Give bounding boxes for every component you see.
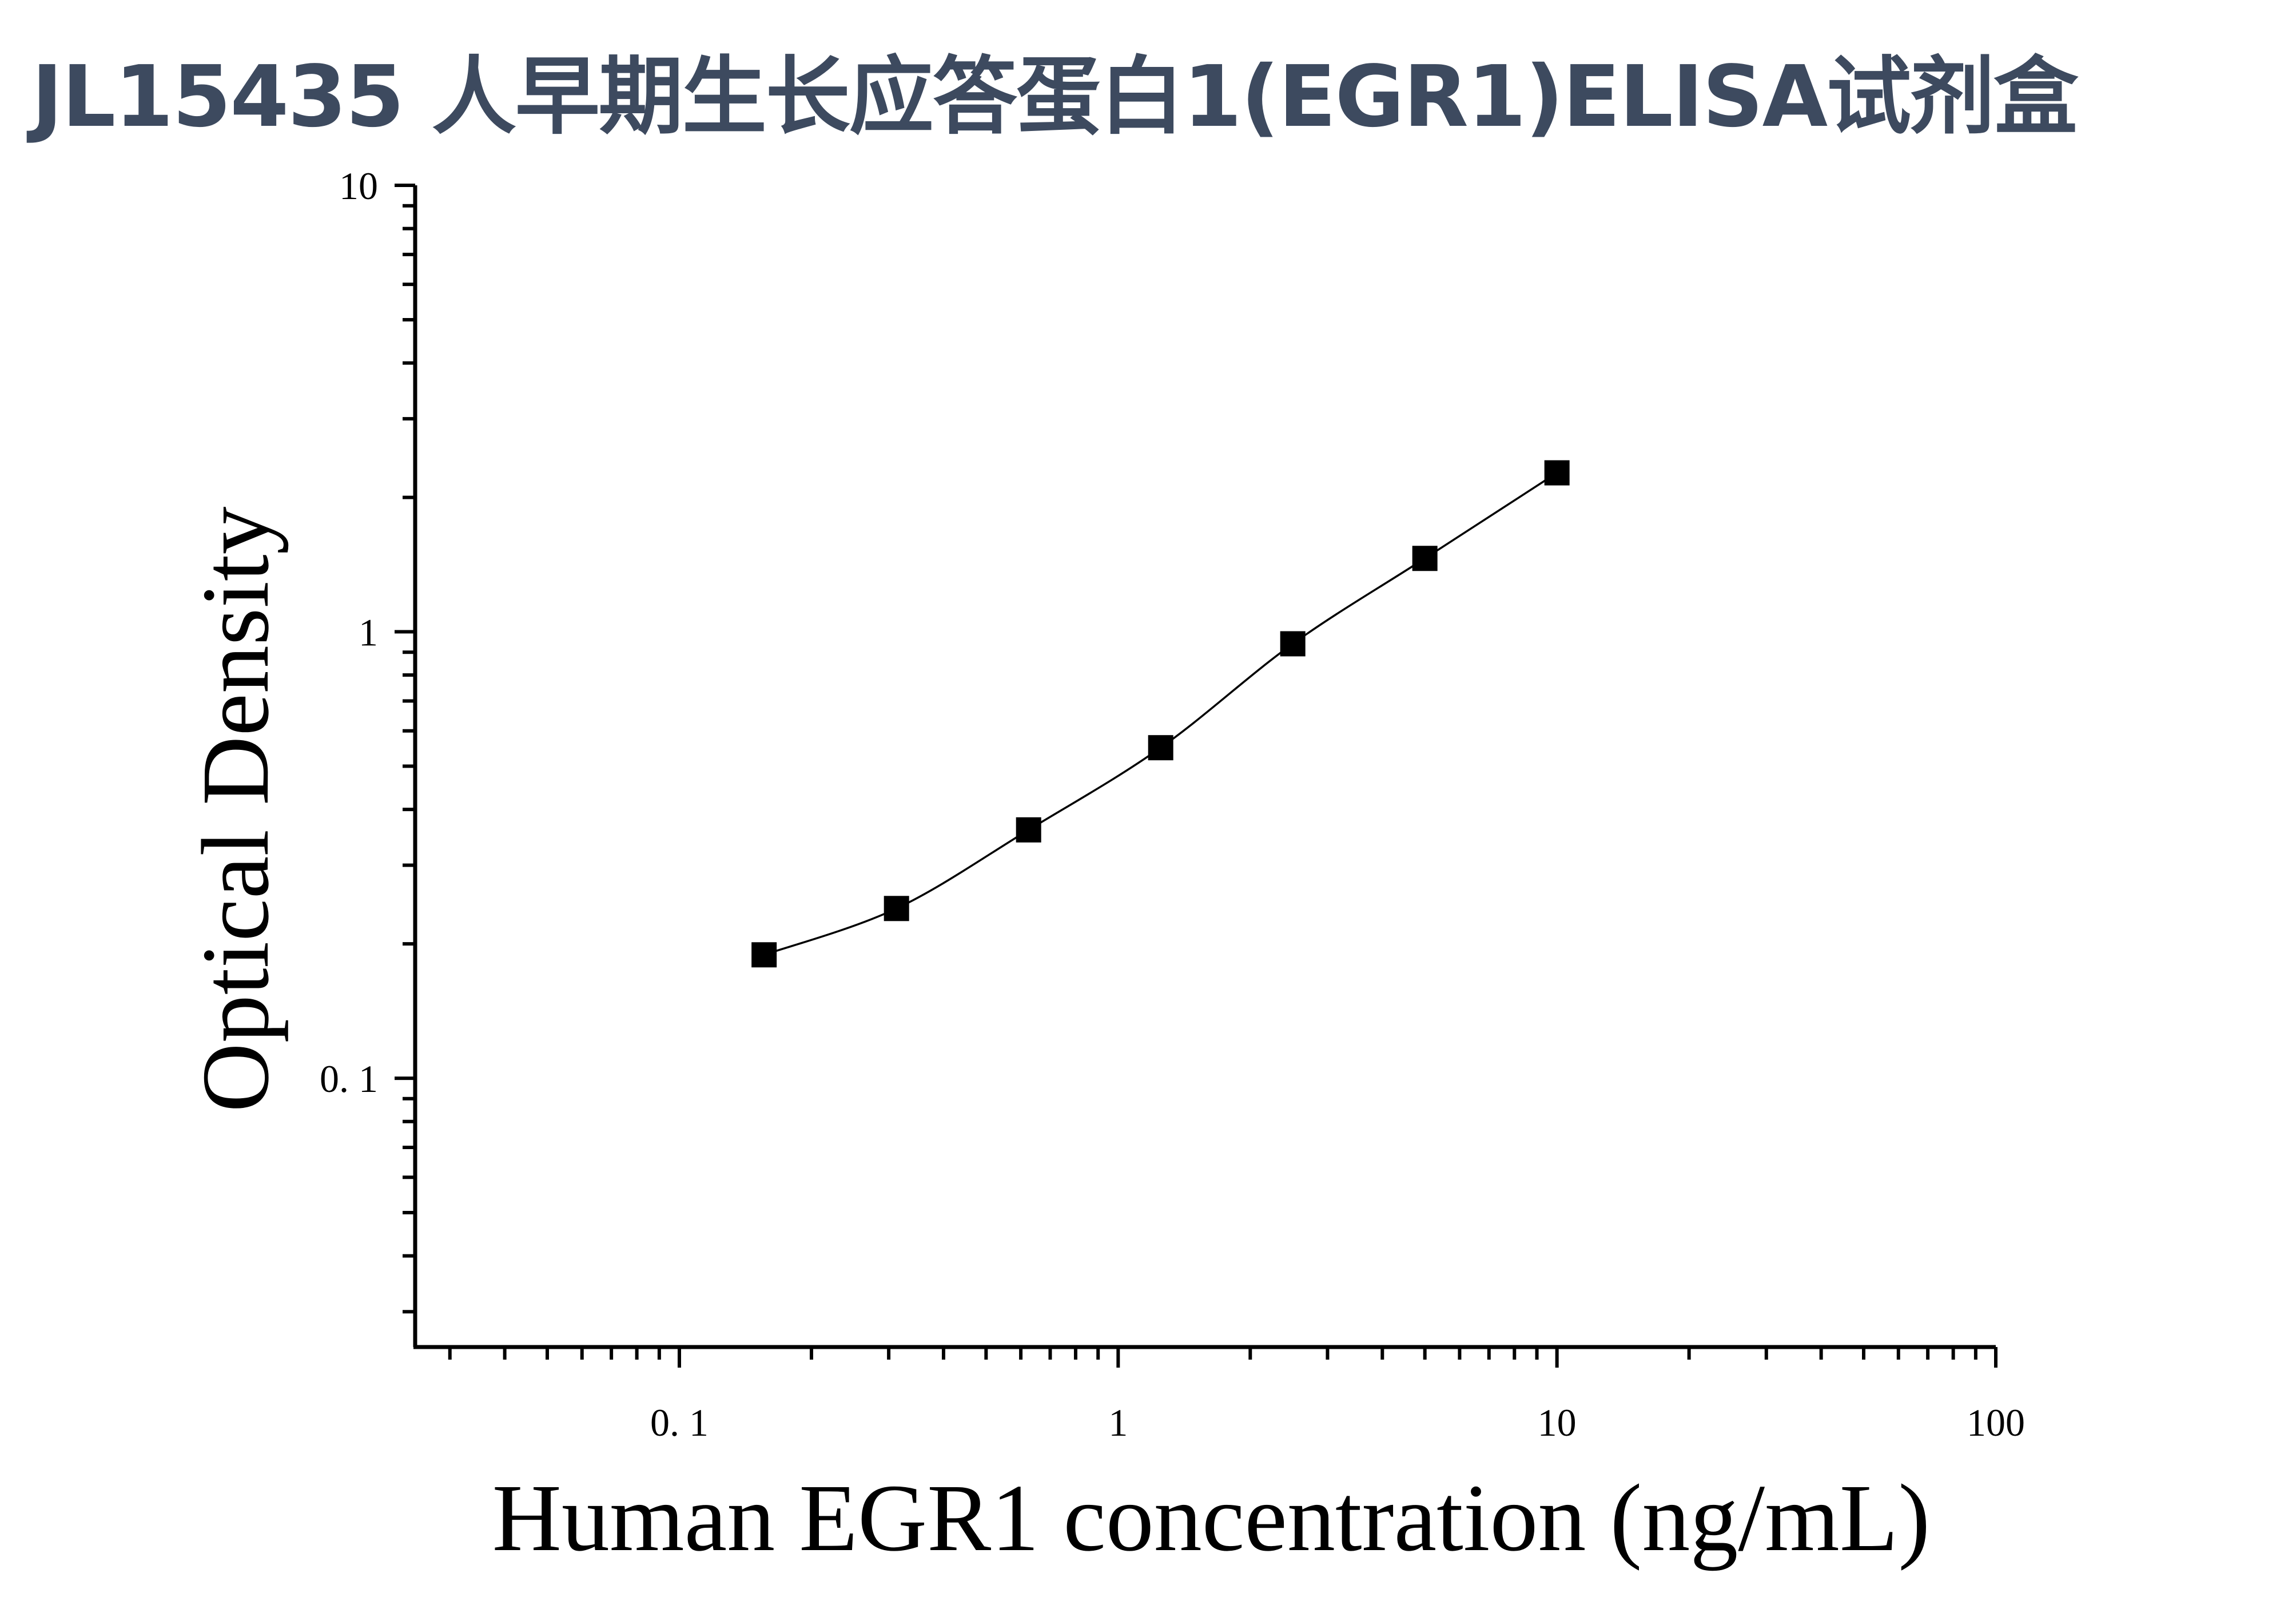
fit-curve	[763, 472, 1558, 956]
data-point	[1148, 735, 1173, 761]
y-tick-label: 1	[359, 611, 378, 654]
plot-area	[751, 460, 1570, 968]
data-point	[884, 896, 909, 921]
x-tick-label: 0. 1	[650, 1401, 709, 1444]
y-tick-label: 0. 1	[320, 1057, 378, 1101]
axes	[413, 185, 1996, 1349]
x-tick-label: 1	[1108, 1401, 1128, 1444]
data-point	[1016, 817, 1041, 843]
data-point	[1412, 546, 1438, 571]
x-tick-label: 100	[1967, 1401, 2025, 1444]
data-point	[1544, 460, 1570, 486]
y-axis-title: Optical Density	[182, 506, 289, 1112]
ticks	[395, 184, 1997, 1368]
tick-labels: 0. 1 1 10 100 0. 1 1 10	[320, 164, 2025, 1444]
data-point	[1280, 631, 1306, 657]
x-tick-label: 10	[1538, 1401, 1577, 1444]
chart-title: JL15435 人早期生长应答蛋白1(EGR1)ELISA试剂盒	[31, 47, 2078, 146]
x-axis-title: Human EGR1 concentration (ng/mL)	[492, 1465, 1931, 1571]
y-tick-label: 10	[339, 164, 378, 208]
data-point	[751, 942, 777, 968]
